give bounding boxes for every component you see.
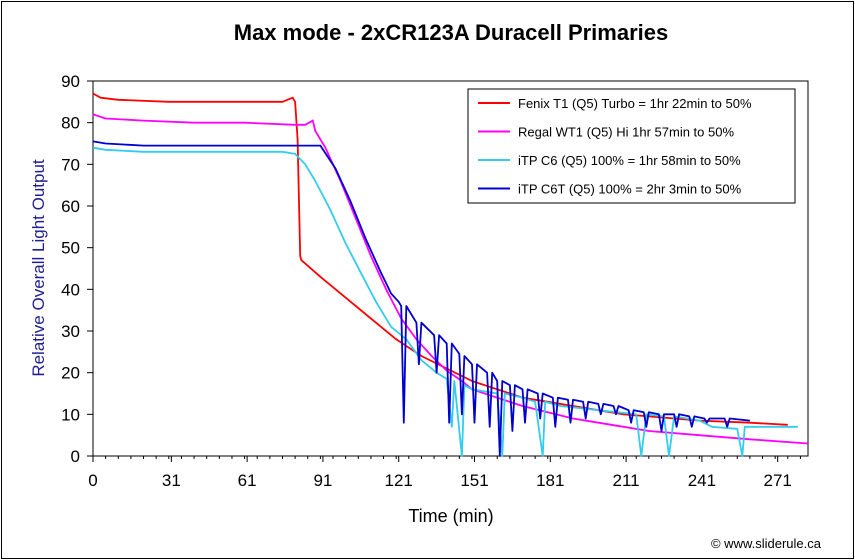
x-tick-label: 91 [313,471,332,490]
x-tick-label: 151 [460,471,488,490]
y-tick-label: 30 [61,322,80,341]
x-tick-label: 211 [613,471,640,490]
x-tick-label: 61 [238,471,257,490]
y-tick-label: 70 [61,155,80,174]
y-tick-label: 0 [71,447,80,466]
y-tick-label: 10 [61,405,80,424]
credit-text: © www.sliderule.ca [711,536,822,551]
y-axis-title: Relative Overall Light Output [29,159,48,377]
y-tick-label: 60 [61,197,80,216]
y-tick-label: 40 [61,280,80,299]
x-axis-title: Time (min) [408,506,493,526]
y-tick-label: 80 [61,114,80,133]
chart-title: Max mode - 2xCR123A Duracell Primaries [234,20,669,45]
legend-label-1: Fenix T1 (Q5) Turbo = 1hr 22min to 50% [518,96,752,111]
series-line-2 [92,113,809,445]
x-tick-label: 241 [688,471,716,490]
x-tick-label: 0 [88,471,97,490]
y-tick-label: 50 [61,239,80,258]
x-tick-label: 121 [385,471,413,490]
y-tick-label: 90 [61,72,80,91]
legend-label-4: iTP C6T (Q5) 100% = 2hr 3min to 50% [518,182,742,197]
x-tick-label: 271 [763,471,791,490]
legend: Fenix T1 (Q5) Turbo = 1hr 22min to 50% Re… [467,88,796,204]
legend-box [467,88,796,204]
x-tick-label: 181 [536,471,564,490]
legend-label-2: Regal WT1 (Q5) Hi 1hr 57min to 50% [518,125,734,140]
series-line-4 [92,140,750,457]
y-tick-label: 20 [61,364,80,383]
x-tick-label: 31 [162,471,181,490]
series-line-3 [92,146,798,457]
legend-label-3: iTP C6 (Q5) 100% = 1hr 58min to 50% [518,153,741,168]
